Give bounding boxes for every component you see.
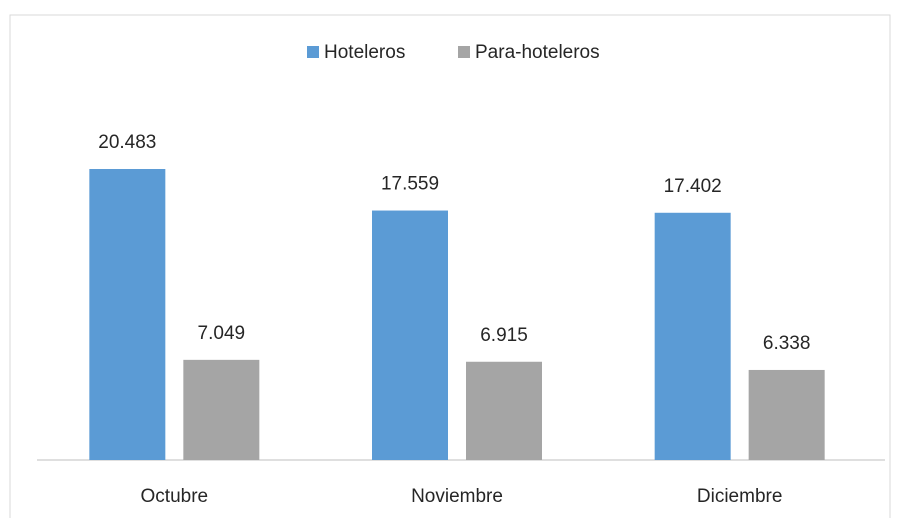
data-label: 17.559: [381, 174, 439, 195]
bar: [89, 169, 166, 460]
chart-frame: [9, 14, 891, 518]
bar: [372, 210, 448, 460]
legend-swatch: [458, 46, 470, 58]
data-label: 7.049: [198, 323, 246, 344]
bar: [748, 369, 825, 460]
x-tick-label: Diciembre: [697, 486, 783, 507]
x-tick-label: Octubre: [141, 486, 209, 507]
x-tick-label: Noviembre: [411, 486, 503, 507]
bar: [183, 359, 260, 460]
data-label: 17.402: [664, 176, 722, 197]
legend-label: Hoteleros: [324, 42, 405, 63]
data-label: 6.915: [480, 325, 528, 346]
data-label: 20.483: [98, 132, 156, 153]
bar: [466, 361, 542, 460]
data-label: 6.338: [763, 333, 811, 354]
bar: [654, 212, 731, 460]
legend-swatch: [307, 46, 319, 58]
legend-label: Para-hoteleros: [475, 42, 600, 63]
